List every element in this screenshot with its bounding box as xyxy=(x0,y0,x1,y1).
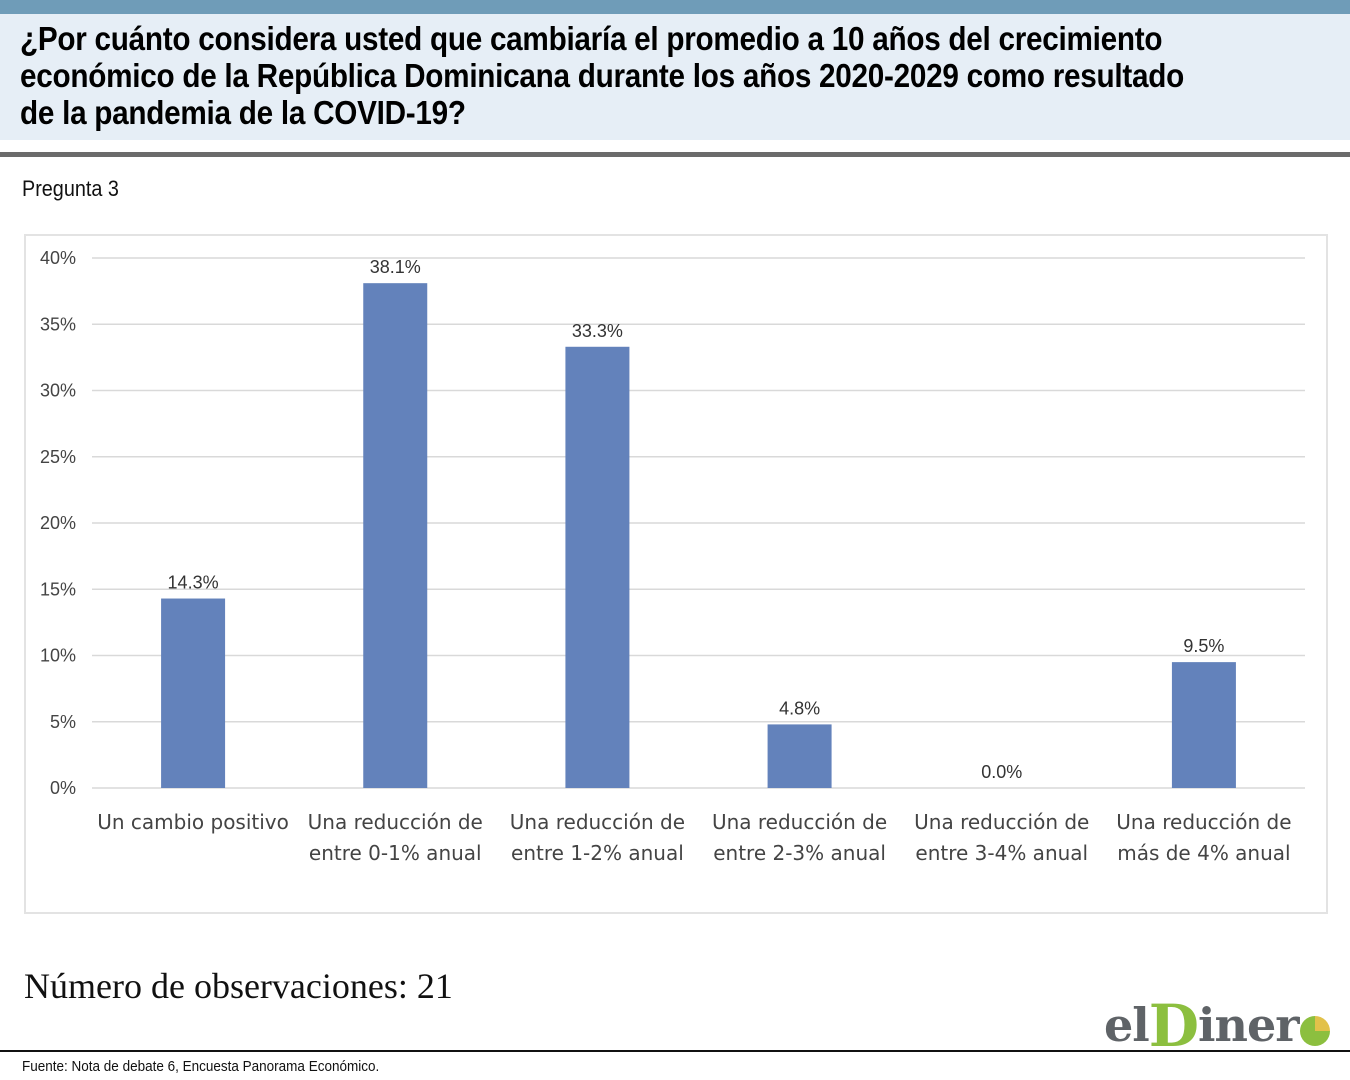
y-tick-label: 0% xyxy=(50,778,76,798)
category-label: entre 2-3% anual xyxy=(713,841,886,865)
category-label: entre 3-4% anual xyxy=(915,841,1088,865)
category-label: Una reducción de xyxy=(712,810,887,834)
question-label: Pregunta 3 xyxy=(22,176,119,201)
value-label: 4.8% xyxy=(779,698,820,718)
footer-divider xyxy=(0,1050,1350,1052)
header-top-strip xyxy=(0,0,1350,14)
bar xyxy=(1171,662,1236,788)
value-label: 0.0% xyxy=(981,762,1022,782)
y-tick-label: 20% xyxy=(40,513,76,533)
bar xyxy=(565,346,630,788)
y-tick-label: 10% xyxy=(40,646,76,666)
value-label: 14.3% xyxy=(168,573,219,593)
y-tick-label: 30% xyxy=(40,381,76,401)
bar xyxy=(767,724,832,788)
bar xyxy=(363,283,428,788)
logo-pie-icon xyxy=(1300,1016,1331,1046)
y-axis-ticks: 0% 5% 10% 15% 20% 25% 30% 35% 40% xyxy=(40,248,76,798)
header-band xyxy=(0,14,1350,140)
value-labels: 14.3% 38.1% 33.3% 4.8% 0.0% 9.5% xyxy=(168,257,1225,782)
category-label: más de 4% anual xyxy=(1117,841,1290,865)
logo-text-suffix: iner xyxy=(1198,998,1299,1052)
y-tick-label: 15% xyxy=(40,579,76,599)
value-label: 38.1% xyxy=(370,257,421,277)
category-labels: Un cambio positivo Una reducción de entre … xyxy=(97,810,1291,865)
y-tick-label: 5% xyxy=(50,712,76,732)
category-label: Una reducción de xyxy=(1116,810,1291,834)
gridlines xyxy=(92,257,1305,789)
category-label: Una reducción de xyxy=(914,810,1089,834)
y-tick-label: 35% xyxy=(40,314,76,334)
header-divider xyxy=(0,152,1350,157)
category-label: Una reducción de xyxy=(308,810,483,834)
bars xyxy=(161,283,1236,788)
logo-text-d: D xyxy=(1148,992,1199,1060)
observations-count: Número de observaciones: 21 xyxy=(24,966,453,1006)
y-tick-label: 40% xyxy=(40,248,76,268)
value-label: 33.3% xyxy=(572,321,623,341)
category-label: entre 0-1% anual xyxy=(309,841,482,865)
page-title: ¿Por cuánto considera usted que cambiarí… xyxy=(20,20,1185,131)
category-label: Un cambio positivo xyxy=(97,810,289,834)
source-note: Fuente: Nota de debate 6, Encuesta Panor… xyxy=(22,1058,380,1075)
logo-text-prefix: el xyxy=(1104,998,1150,1052)
category-label: Una reducción de xyxy=(510,810,685,834)
bar xyxy=(161,598,226,788)
y-tick-label: 25% xyxy=(40,447,76,467)
chart-frame xyxy=(24,234,1328,914)
category-label: entre 1-2% anual xyxy=(511,841,684,865)
value-label: 9.5% xyxy=(1183,636,1224,656)
